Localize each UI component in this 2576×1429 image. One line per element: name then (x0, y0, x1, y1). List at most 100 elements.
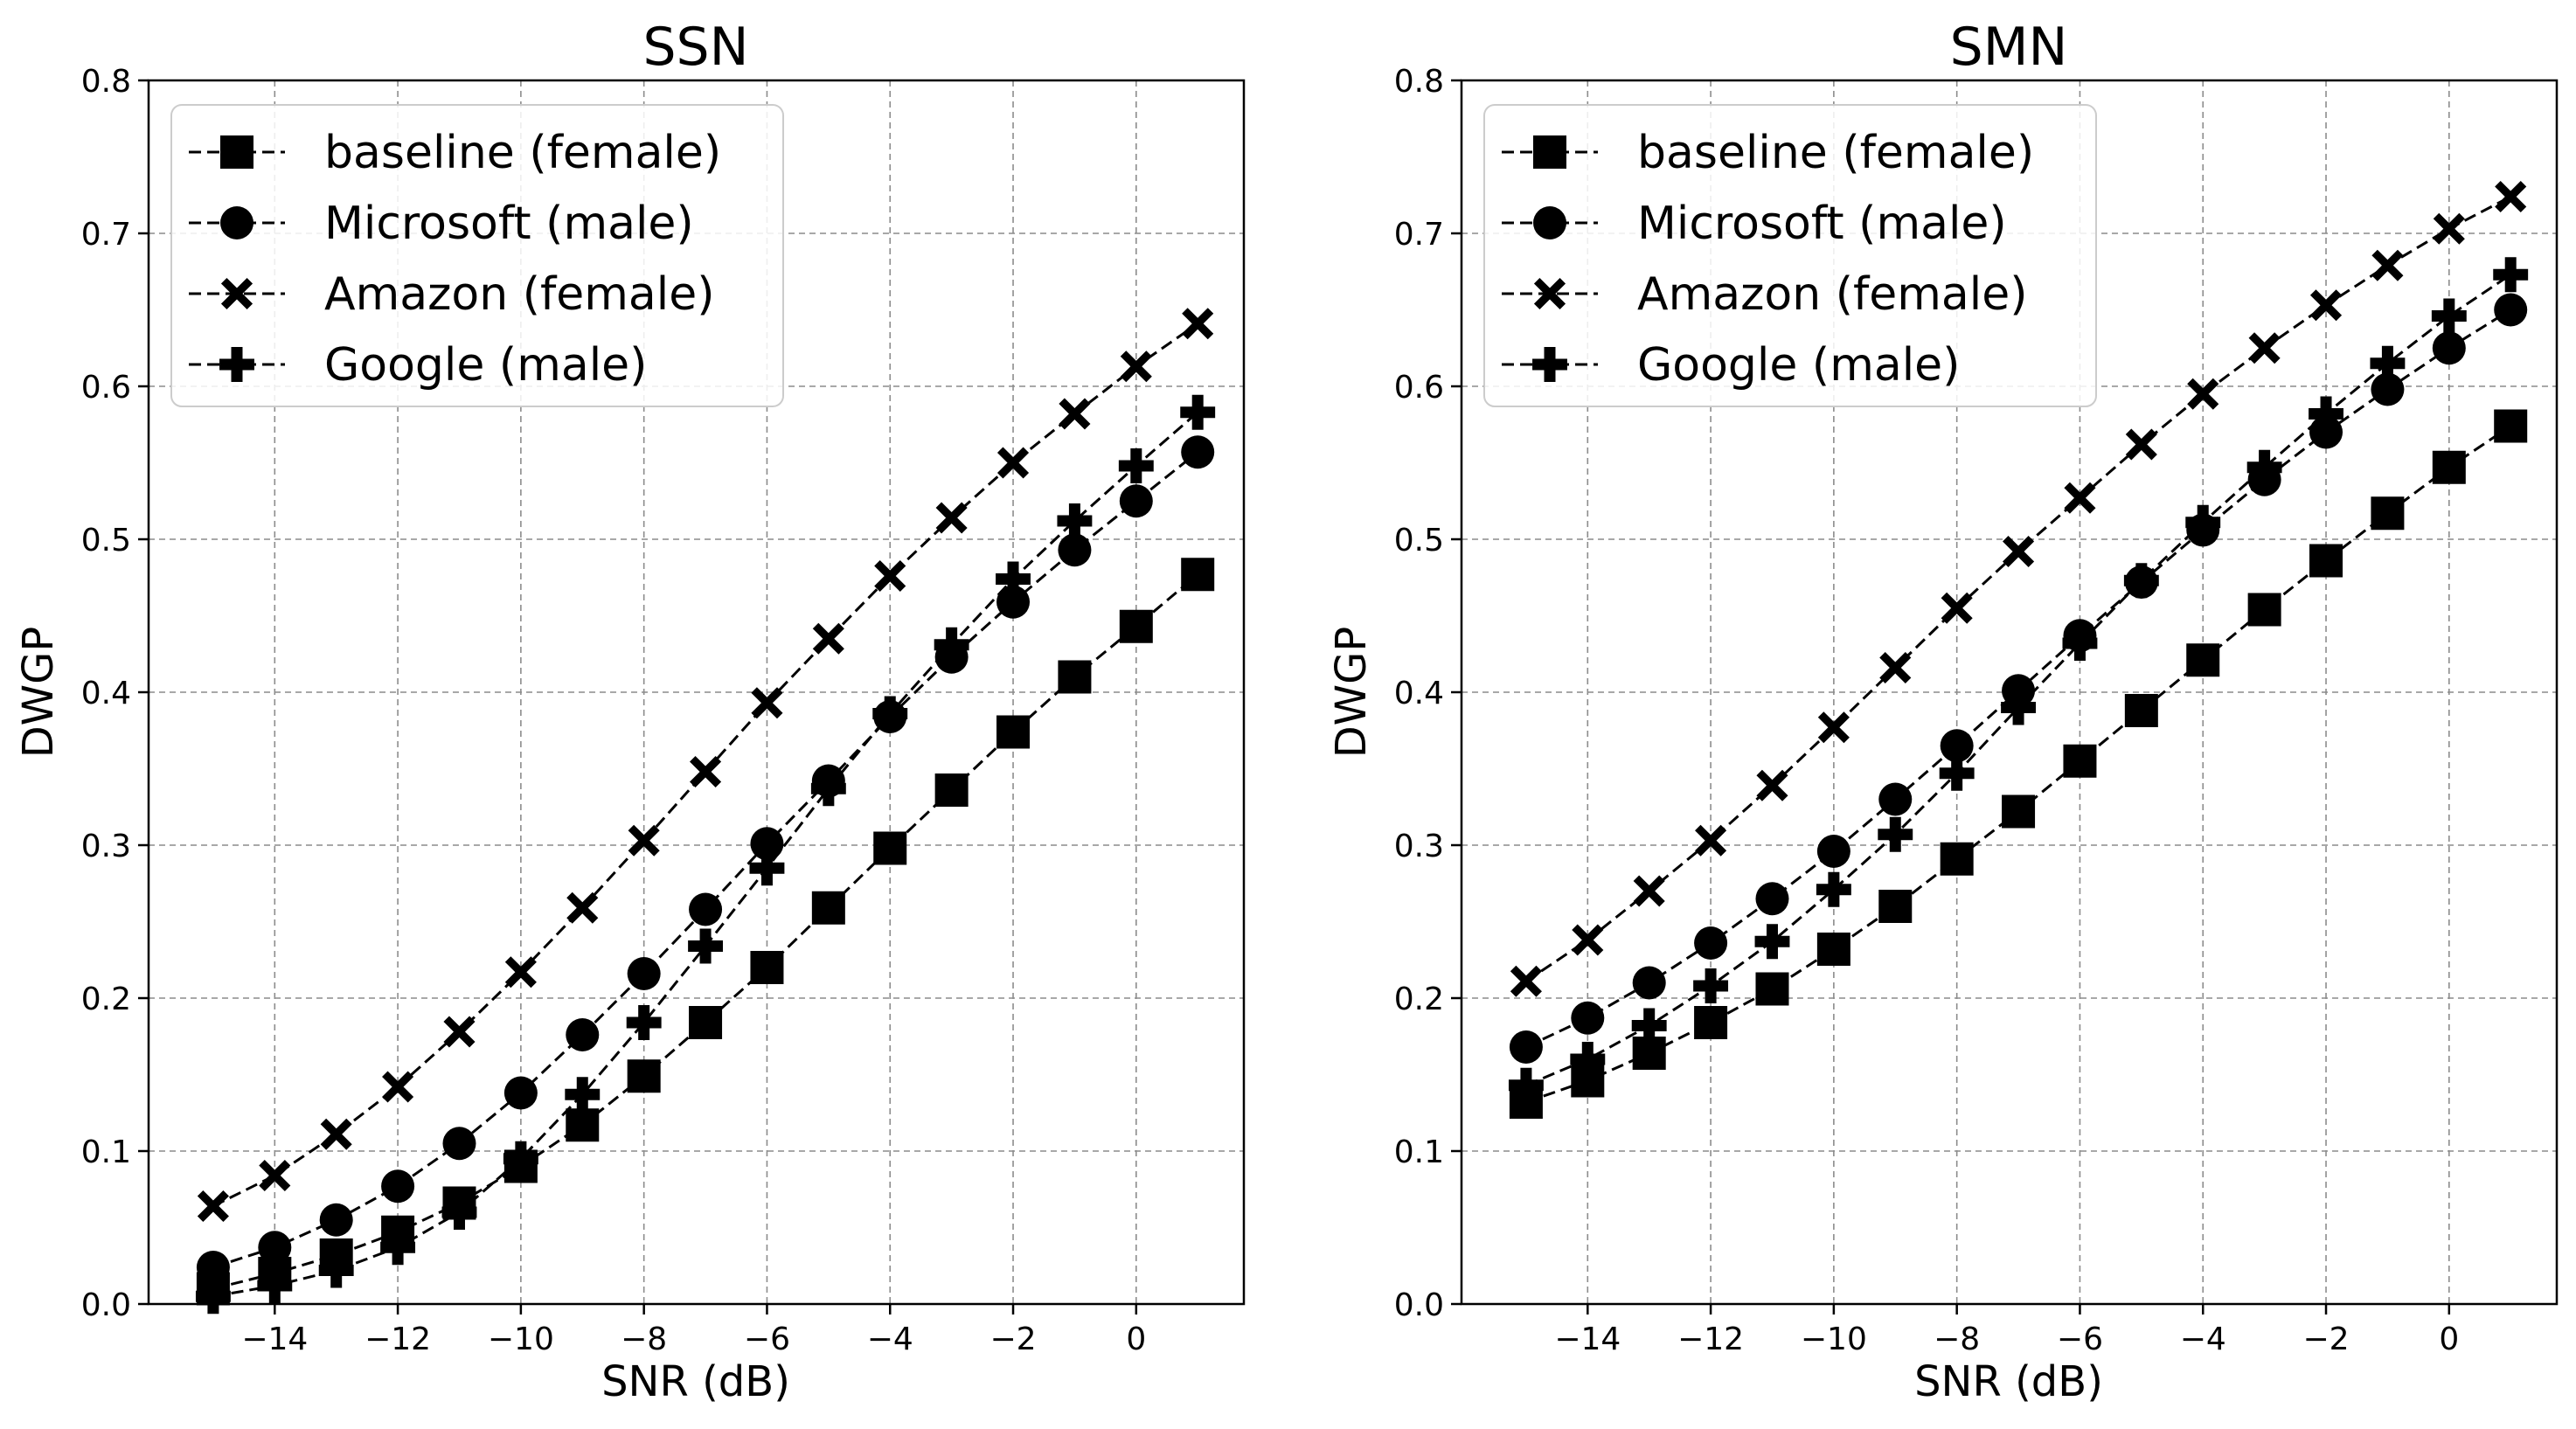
data-point-smn-circle (1571, 1001, 1605, 1035)
data-point-ssn-square (689, 1006, 723, 1039)
x-tick-label-smn: −2 (2302, 1321, 2349, 1357)
y-tick-label-smn: 0.3 (1394, 829, 1444, 864)
data-point-ssn-plus (441, 1195, 477, 1230)
data-point-ssn-circle (996, 585, 1031, 619)
x-tick-label-ssn: −2 (989, 1321, 1036, 1357)
data-point-smn-circle (1694, 926, 1728, 960)
x-tick-label-ssn: −4 (867, 1321, 913, 1357)
data-point-smn-circle (2432, 331, 2466, 365)
x-tick-label-ssn: 0 (1126, 1321, 1146, 1357)
data-point-smn-square (1878, 890, 1913, 923)
data-point-ssn-plus (749, 850, 785, 886)
series-smn (1508, 180, 2529, 1119)
data-point-smn-x (1941, 592, 1973, 624)
data-point-ssn-circle (689, 892, 723, 926)
chart-title-ssn: SSN (642, 17, 748, 78)
series-ssn-plus (195, 394, 1216, 1315)
data-point-ssn-square (566, 1108, 600, 1142)
chart-panel-ssn: −14 −12 −10 −8 −6 −4 −2 0 0.0 0.1 0.2 0.3 0.4 0.5 0.6 0… (14, 17, 1246, 1406)
data-point-ssn-plus (996, 561, 1031, 597)
series-ssn-x (197, 308, 1214, 1223)
data-point-smn-plus (1693, 968, 1729, 1003)
data-point-smn-square (2063, 744, 2097, 778)
legend-label-smn-circle: Microsoft (male) (1637, 198, 2007, 250)
data-point-ssn-plus (688, 928, 724, 964)
data-point-ssn-square (996, 715, 1031, 749)
data-point-smn-circle (1632, 966, 1666, 1000)
x-tick-label-ssn: −10 (488, 1321, 554, 1357)
data-point-smn-circle (1878, 782, 1913, 816)
y-tick-label-ssn: 0.5 (81, 523, 131, 558)
data-point-ssn-plus (934, 627, 969, 662)
x-axis-label-smn: SNR (dB) (1914, 1357, 2103, 1406)
data-point-ssn-plus (872, 696, 908, 732)
series-smn-plus (1508, 257, 2529, 1103)
data-point-ssn-x (996, 447, 1030, 479)
data-point-smn-plus (2001, 690, 2037, 725)
y-axis-label-ssn: DWGP (14, 627, 63, 759)
data-point-ssn-x (874, 559, 906, 593)
x-tick-label-ssn: −8 (621, 1321, 667, 1357)
data-point-ssn-square (627, 1059, 661, 1093)
x-tick-label-smn: −12 (1677, 1321, 1744, 1357)
data-point-smn-square (2309, 544, 2343, 578)
y-axis-label-smn: DWGP (1327, 627, 1376, 759)
data-point-smn-x (2495, 180, 2527, 213)
data-point-ssn-circle (381, 1169, 415, 1204)
x-tick-label-ssn: −12 (365, 1321, 431, 1357)
data-point-smn-circle (2371, 372, 2405, 406)
data-point-smn-plus (2062, 626, 2098, 661)
data-point-ssn-circle (258, 1231, 292, 1265)
data-point-smn-x (2248, 332, 2281, 364)
data-point-smn-circle (1755, 882, 1789, 916)
chart-title-smn: SMN (1950, 17, 2068, 78)
legend-box-smn (1483, 104, 2097, 407)
data-point-smn-x (2064, 482, 2096, 514)
x-tick-label-smn: −4 (2180, 1321, 2226, 1357)
data-point-ssn-square (873, 831, 907, 865)
legend-item-ssn-square: baseline (female) (189, 127, 721, 179)
legend-marker-smn-x (1533, 277, 1566, 310)
y-tick-label-smn: 0.5 (1394, 523, 1444, 558)
series-smn-square (1509, 409, 2528, 1119)
data-point-ssn-x (259, 1159, 291, 1192)
data-point-ssn-circle (196, 1251, 230, 1284)
x-tick-label-ssn: −6 (744, 1321, 790, 1357)
data-point-ssn-circle (1181, 435, 1215, 469)
y-tick-label-ssn: 0.8 (81, 64, 131, 100)
y-tick-label-smn: 0.2 (1394, 982, 1444, 1017)
y-tick-label-smn: 0.4 (1394, 676, 1444, 711)
series-ssn-circle (196, 435, 1215, 1284)
legend-marker-ssn-plus (219, 347, 254, 382)
data-point-ssn-x (812, 622, 844, 655)
data-point-smn-plus (2309, 396, 2343, 432)
data-point-smn-square (2432, 450, 2466, 484)
y-tick-label-ssn: 0.3 (81, 829, 131, 864)
data-point-ssn-x (1120, 350, 1152, 383)
data-point-ssn-x (751, 687, 783, 719)
data-point-ssn-circle (1058, 533, 1092, 567)
data-point-ssn-plus (318, 1252, 354, 1288)
data-point-smn-x (1510, 965, 1542, 997)
y-tick-label-ssn: 0.7 (81, 217, 131, 253)
data-point-ssn-plus (1057, 503, 1093, 538)
data-point-smn-plus (2370, 345, 2406, 381)
y-tick-label-ssn: 0.1 (81, 1134, 131, 1170)
data-point-ssn-plus (1180, 394, 1216, 430)
legend-marker-smn-square (1533, 135, 1566, 169)
series-smn-x (1510, 180, 2527, 997)
data-point-ssn-plus (503, 1141, 538, 1176)
data-point-smn-plus (1939, 755, 1975, 791)
data-point-smn-x (1879, 651, 1912, 684)
data-point-ssn-x (382, 1071, 414, 1103)
data-point-ssn-circle (442, 1127, 476, 1161)
data-point-ssn-square (750, 951, 784, 984)
data-point-ssn-square (934, 773, 969, 807)
data-point-smn-x (1633, 875, 1665, 907)
y-tick-label-smn: 0.0 (1394, 1287, 1444, 1323)
data-point-ssn-x (1182, 308, 1214, 340)
data-point-ssn-plus (195, 1279, 231, 1315)
legend-item-smn-x: Amazon (female) (1502, 268, 2028, 321)
legend-label-ssn-x: Amazon (female) (324, 268, 715, 321)
series-ssn (195, 308, 1216, 1315)
